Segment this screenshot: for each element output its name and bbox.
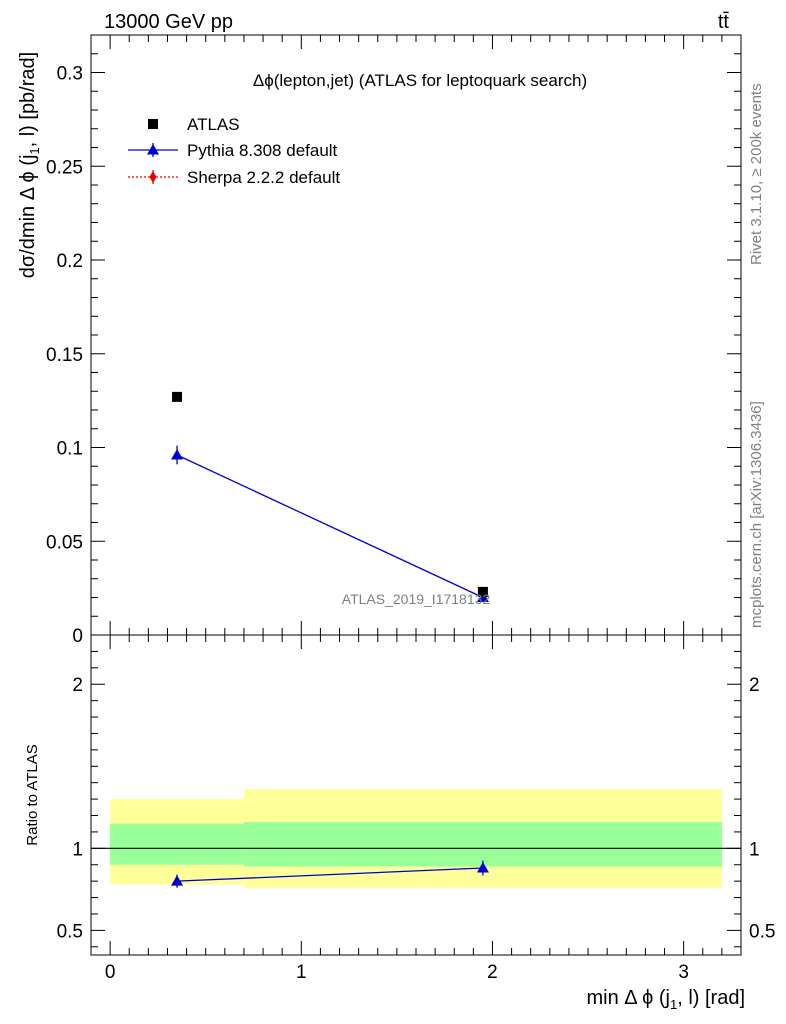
uncertainty-band-inner <box>110 823 244 865</box>
main-title: Δϕ(lepton,jet) (ATLAS for leptoquark sea… <box>253 71 587 90</box>
y-tick-label: 0.2 <box>57 251 83 272</box>
process-label: tt̄ <box>718 11 730 33</box>
uncertainty-band-inner <box>243 822 722 867</box>
ratio-y-tick-label-right: 2 <box>749 675 760 696</box>
pythia-line <box>176 454 484 599</box>
analysis-watermark: ATLAS_2019_I1718132 <box>342 591 491 607</box>
y-tick-label: 0.05 <box>46 532 83 553</box>
x-tick-label: 3 <box>678 962 689 983</box>
ratio-y-tick-label-right: 0.5 <box>749 921 775 942</box>
ratio-y-label: Ratio to ATLAS <box>24 744 41 845</box>
legend-pythia-marker <box>147 144 159 155</box>
x-tick-label: 1 <box>296 962 307 983</box>
legend: ATLAS Pythia 8.308 default Sherpa 2.2.2 de… <box>128 115 340 187</box>
legend-sherpa-label: Sherpa 2.2.2 default <box>187 168 340 187</box>
ratio-y-tick-label-right: 1 <box>749 839 760 860</box>
legend-pythia-label: Pythia 8.308 default <box>187 141 338 160</box>
y-tick-label: 0.3 <box>57 64 83 85</box>
ratio-y-tick-label: 0.5 <box>57 921 83 942</box>
svg-text:dσ/dmin Δ ϕ (j1, l) [pb/rad]: dσ/dmin Δ ϕ (j1, l) [pb/rad] <box>17 52 42 278</box>
x-tick-label: 2 <box>487 962 498 983</box>
y-tick-label: 0 <box>72 626 83 647</box>
rivet-label: Rivet 3.1.10, ≥ 200k events <box>748 83 765 265</box>
energy-label: 13000 GeV pp <box>104 11 233 33</box>
ratio-y-tick-label: 2 <box>72 675 83 696</box>
legend-atlas-marker <box>148 119 158 129</box>
legend-atlas-label: ATLAS <box>187 115 240 134</box>
ratio-panel: 0.5 0.5 1 1 2 2 0 1 2 3 Ratio to ATLAS min Δ ϕ (j… <box>24 634 775 1012</box>
main-panel: 0 0.05 0.1 0.15 0.2 0.25 0.3 Δϕ(lepton,jet) (A… <box>17 34 742 647</box>
ratio-pythia-point <box>171 875 184 886</box>
x-axis-label: min Δ ϕ (j1, l) [rad] <box>587 987 746 1012</box>
y-tick-label: 0.1 <box>57 439 83 460</box>
x-tick-label: 0 <box>105 962 116 983</box>
atlas-point <box>172 391 183 402</box>
atlas-point <box>477 586 488 597</box>
ratio-pythia-point <box>476 862 489 873</box>
y-axis-label: dσ/dmin Δ ϕ (j1, l) [pb/rad] <box>17 52 42 278</box>
pythia-point <box>171 449 184 460</box>
legend-sherpa-marker <box>149 171 157 183</box>
y-tick-label: 0.25 <box>46 157 83 178</box>
y-tick-label: 0.15 <box>46 345 83 366</box>
ratio-pythia-line <box>177 867 483 882</box>
mcplots-label: mcplots.cern.ch [arXiv:1306.3436] <box>748 401 765 628</box>
ratio-y-tick-label: 1 <box>72 839 83 860</box>
svg-text:min Δ ϕ (j1, l) [rad]: min Δ ϕ (j1, l) [rad] <box>587 987 746 1012</box>
